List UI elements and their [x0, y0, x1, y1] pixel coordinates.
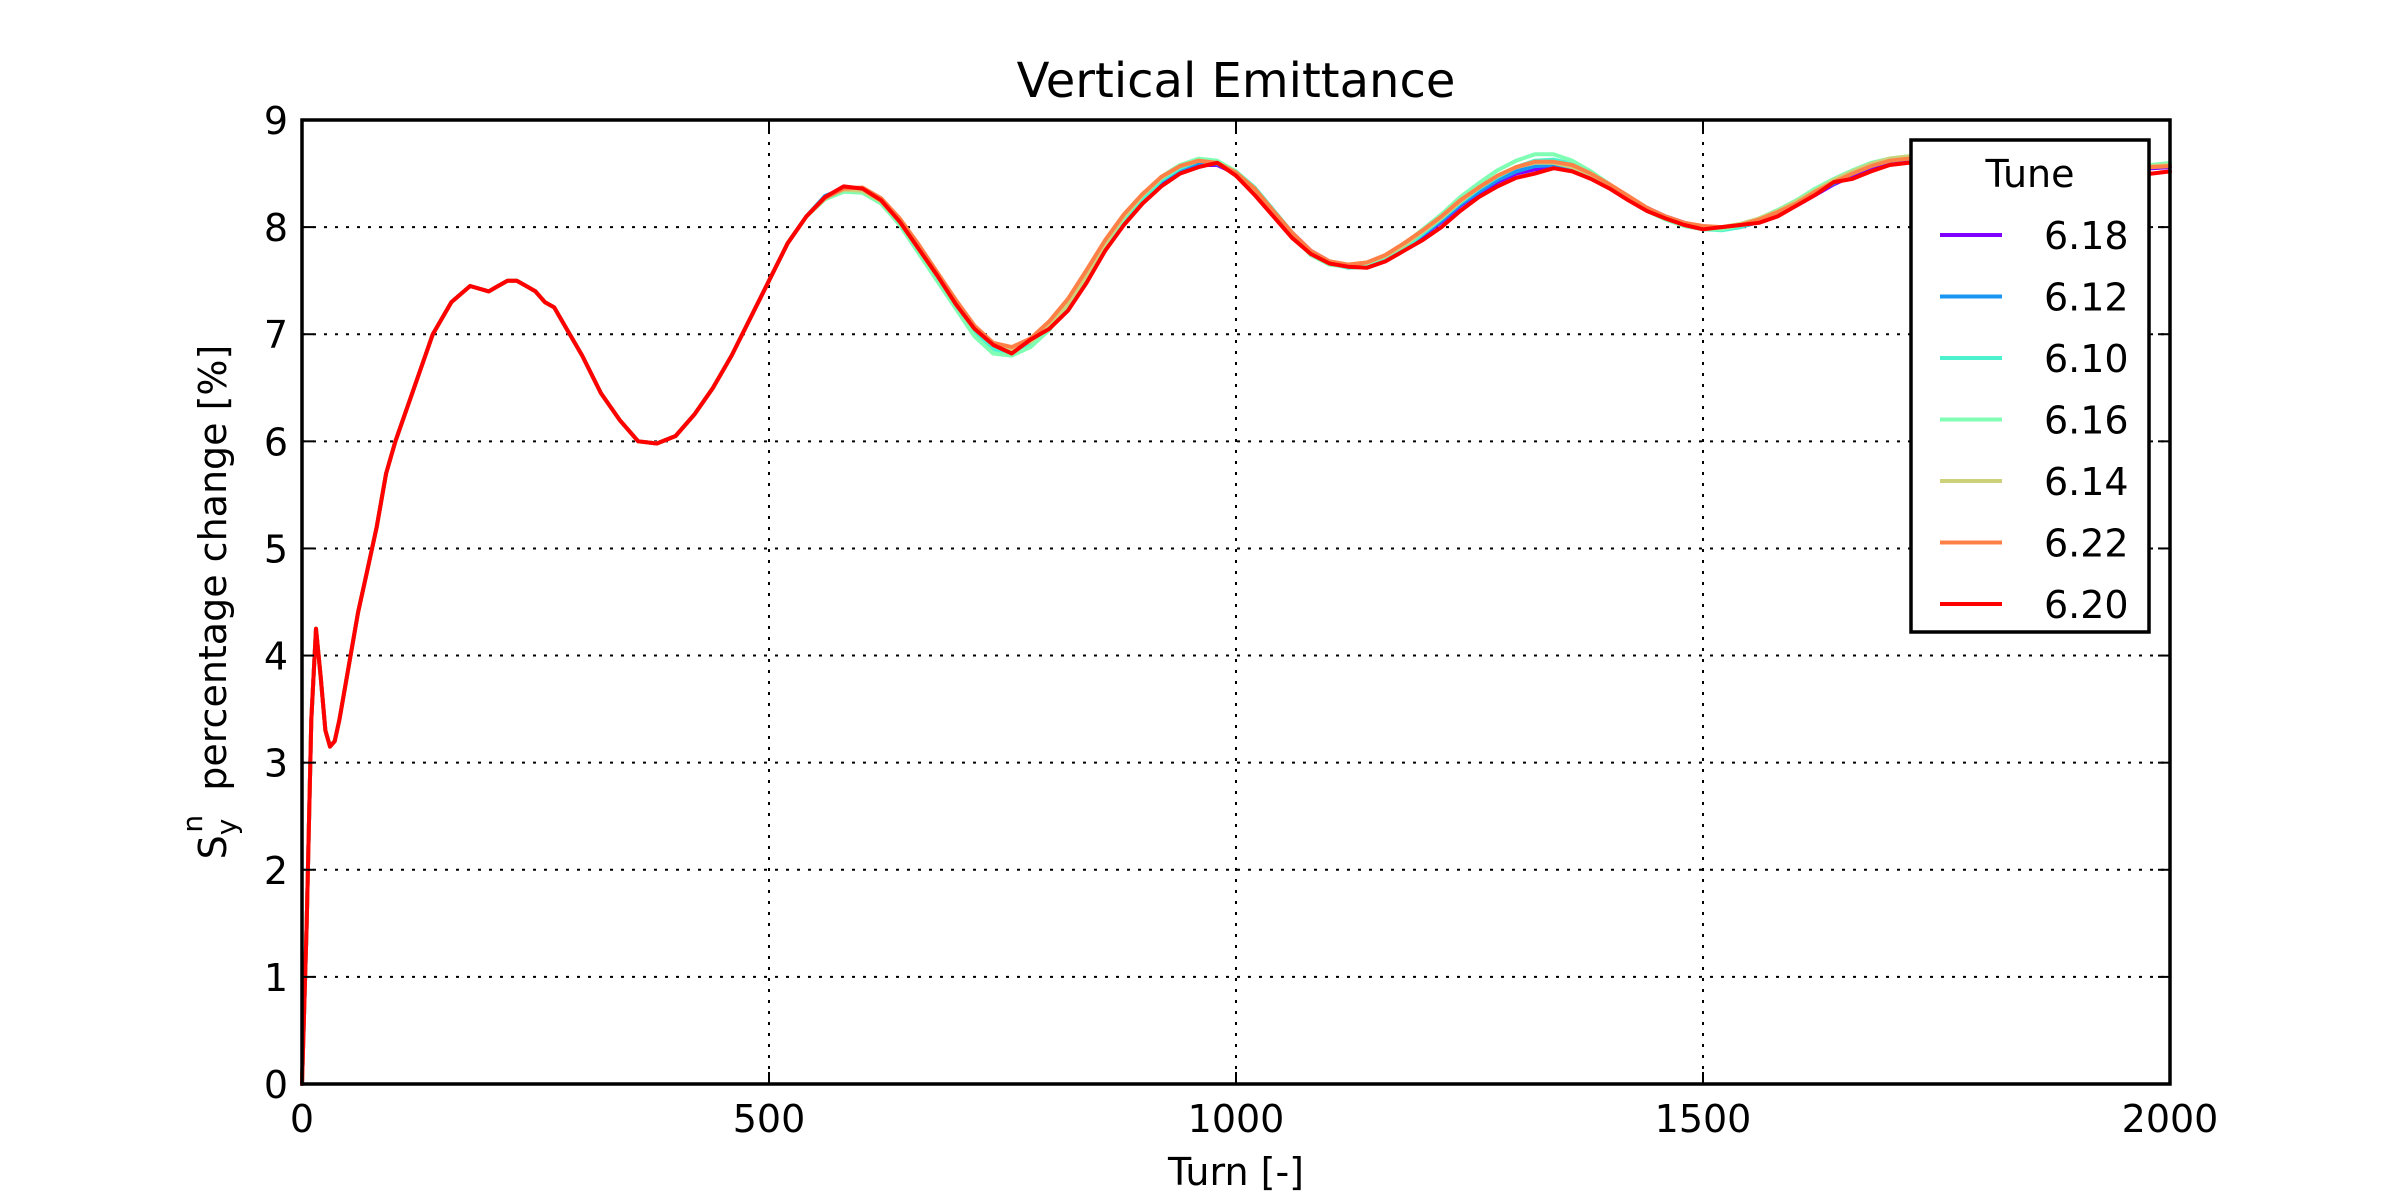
- series-line-6-16: [300, 152, 2172, 1086]
- series-line-6-14: [300, 154, 2172, 1086]
- y-axis-title: Syn percentage change [%]: [176, 345, 243, 860]
- tick-marks: [301, 119, 2171, 1085]
- y-tick-labels: 0 1 2 3 4 5 6 7 8 9: [264, 99, 288, 1107]
- legend-entries: 6.18 6.12 6.10 6.16 6.14 6.22 6.20: [1940, 214, 2129, 627]
- legend-label: 6.12: [2044, 276, 2129, 320]
- legend-title: Tune: [1985, 152, 2075, 196]
- series-line-6-20: [300, 160, 2172, 1086]
- y-tick-label: 0: [264, 1063, 288, 1107]
- x-tick-label: 500: [733, 1097, 806, 1141]
- y-tick-label: 6: [264, 420, 288, 464]
- x-tick-label: 0: [290, 1097, 314, 1141]
- x-axis-title: Turn [-]: [1167, 1150, 1304, 1194]
- legend-label: 6.10: [2044, 337, 2129, 381]
- y-axis-title-rest: percentage change [%]: [191, 345, 235, 815]
- y-axis-title-main: S: [191, 835, 235, 859]
- x-tick-label: 1500: [1655, 1097, 1752, 1141]
- legend-label: 6.14: [2044, 460, 2129, 504]
- legend-label: 6.22: [2044, 522, 2129, 566]
- grid: [302, 120, 2170, 1084]
- y-axis-title-subscript: y: [210, 819, 243, 836]
- y-tick-label: 5: [264, 527, 288, 571]
- legend-label: 6.18: [2044, 214, 2129, 258]
- series-layer: [300, 152, 2172, 1086]
- x-tick-label: 1000: [1188, 1097, 1285, 1141]
- chart-title: Vertical Emittance: [1017, 53, 1456, 109]
- x-tick-labels: 0 500 1000 1500 2000: [290, 1097, 2218, 1141]
- y-tick-label: 3: [264, 742, 288, 786]
- y-tick-label: 2: [264, 849, 288, 893]
- y-tick-label: 4: [264, 635, 288, 679]
- y-axis-title-superscript: n: [176, 815, 209, 833]
- legend-label: 6.16: [2044, 399, 2129, 443]
- x-tick-label: 2000: [2122, 1097, 2219, 1141]
- y-tick-label: 7: [264, 313, 288, 357]
- y-tick-label: 8: [264, 206, 288, 250]
- legend-label: 6.20: [2044, 583, 2129, 627]
- legend-box: [1909, 138, 2151, 634]
- series-line-6-10: [300, 154, 2172, 1086]
- legend: Tune 6.18 6.12 6.10 6.16 6.14 6.22 6.20: [1909, 138, 2151, 634]
- y-tick-label: 9: [264, 99, 288, 143]
- y-tick-label: 1: [264, 956, 288, 1000]
